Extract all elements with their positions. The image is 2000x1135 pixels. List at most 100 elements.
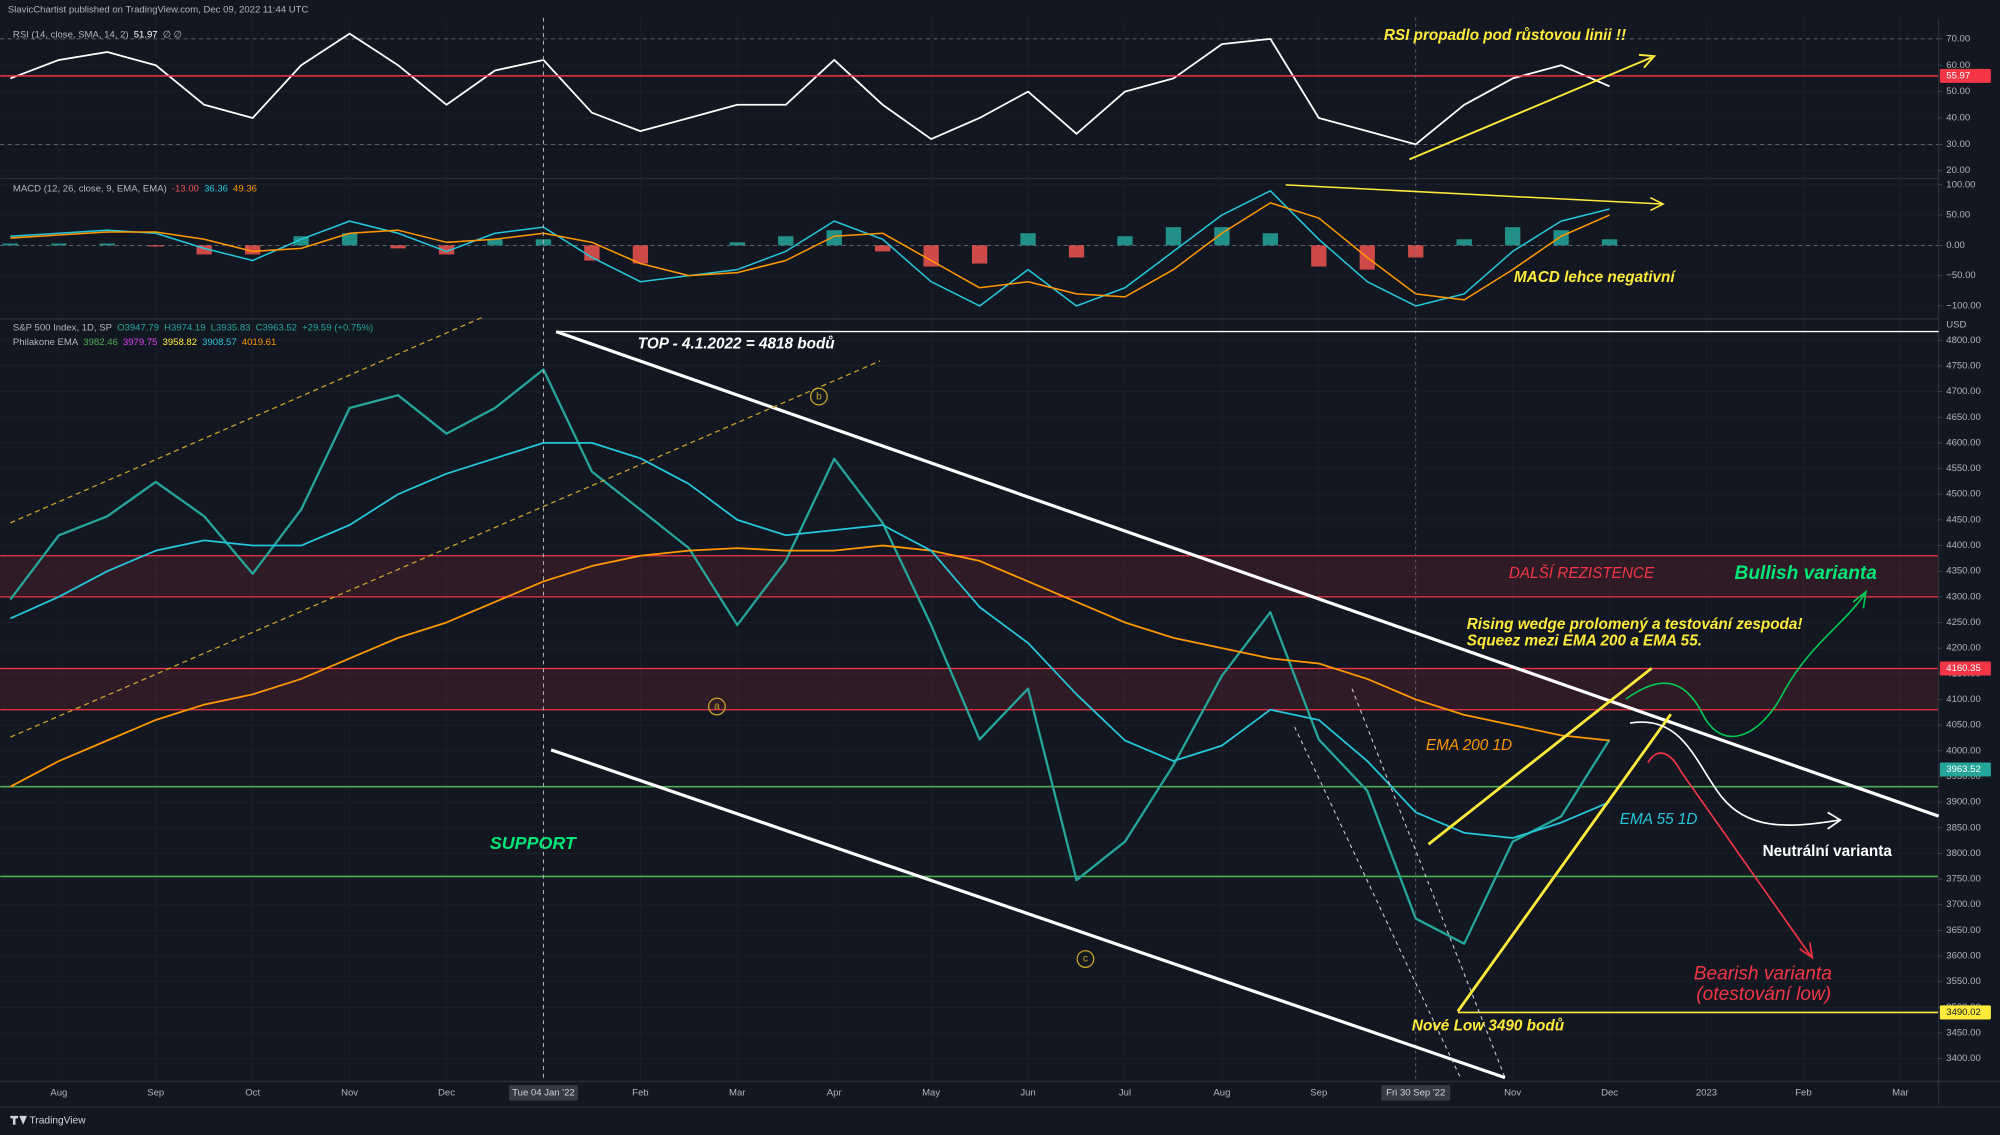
header-item: -13.00 xyxy=(172,183,199,194)
macd-trend-line xyxy=(1285,184,1662,205)
x-tick-label: Tue 04 Jan '22 xyxy=(512,1087,575,1098)
header-item: 4019.61 xyxy=(242,336,277,347)
trend-line xyxy=(1351,688,1506,1078)
header-item: ∅ ∅ xyxy=(163,29,182,40)
y-tick-label: 3900.00 xyxy=(1946,797,1981,808)
y-tick-label: 40.00 xyxy=(1946,113,1970,124)
y-tick-label: 3550.00 xyxy=(1946,976,1981,987)
annotation: Nové Low 3490 bodů xyxy=(1412,1018,1565,1035)
histogram-bar xyxy=(1165,227,1182,246)
histogram-bar xyxy=(390,245,406,249)
price-label-box xyxy=(1939,762,1991,777)
price-label: 55.97 xyxy=(1946,70,1970,81)
x-tick-label: Sep xyxy=(1310,1087,1327,1098)
y-tick-label: 60.00 xyxy=(1946,60,1970,71)
brand-logo xyxy=(10,1115,27,1125)
y-tick-label: 0.00 xyxy=(1946,240,1965,251)
histogram-bar xyxy=(584,245,600,261)
x-tick-label: Nov xyxy=(1504,1087,1521,1098)
y-tick-label: 4750.00 xyxy=(1946,360,1981,371)
histogram-bar xyxy=(778,236,794,246)
x-tick-label: Mar xyxy=(1892,1087,1909,1098)
header-item: 51.97 xyxy=(134,29,158,40)
histogram-bar xyxy=(2,243,19,246)
histogram-bar xyxy=(1020,233,1036,246)
y-tick-label: 4500.00 xyxy=(1946,489,1981,500)
currency-label: USD xyxy=(1946,320,1966,331)
y-tick-label: 50.00 xyxy=(1946,210,1970,221)
arrow-head xyxy=(1650,196,1665,212)
y-tick-label: 4350.00 xyxy=(1946,566,1981,577)
x-tick-label: Jun xyxy=(1020,1087,1035,1098)
y-tick-label: 4050.00 xyxy=(1946,720,1981,731)
histogram-bar xyxy=(1311,245,1327,267)
y-tick-label: −100.00 xyxy=(1946,300,1981,311)
header-item: C3963.52 xyxy=(256,322,297,333)
x-tick-label: Dec xyxy=(1601,1087,1618,1098)
histogram-bar xyxy=(196,245,212,255)
series-line xyxy=(10,442,1610,839)
wedge-line xyxy=(1427,667,1653,846)
y-tick-label: 70.00 xyxy=(1946,33,1970,44)
y-tick-label: 3800.00 xyxy=(1946,848,1981,859)
wave-marker xyxy=(809,387,828,406)
pane-header: S&P 500 Index, 1D, SP O3947.79 H3974.19 L39… xyxy=(13,322,373,333)
x-tick-highlight xyxy=(1381,1085,1451,1101)
header-item: S&P 500 Index, 1D, SP xyxy=(13,322,112,333)
y-tick-label: 3700.00 xyxy=(1946,899,1981,910)
bullish-arrow xyxy=(1625,593,1866,738)
series-line xyxy=(9,544,1610,788)
x-tick-label: Aug xyxy=(50,1087,67,1098)
y-tick-label: 3750.00 xyxy=(1946,874,1981,885)
annotation: Squeez mezi EMA 200 a EMA 55. xyxy=(1467,633,1702,650)
y-tick-label: 4300.00 xyxy=(1946,591,1981,602)
y-tick-label: 3600.00 xyxy=(1946,951,1981,962)
histogram-bar xyxy=(1068,245,1085,258)
zone xyxy=(0,555,1939,597)
channel-line xyxy=(550,748,1506,1080)
data-layer xyxy=(0,32,1939,1014)
annotation: MACD lehce negativní xyxy=(1514,269,1676,286)
annotation: DALŠÍ REZISTENCE xyxy=(1509,565,1655,582)
y-tick-label: 20.00 xyxy=(1946,165,1970,176)
annotation: Bearish varianta xyxy=(1694,963,1832,984)
price-label: 3490.02 xyxy=(1946,1007,1981,1018)
zone xyxy=(0,668,1939,710)
brand: TradingView xyxy=(30,1116,87,1127)
y-tick-label: 3400.00 xyxy=(1946,1053,1981,1064)
histogram-bar xyxy=(1456,239,1472,246)
histogram-bar xyxy=(632,245,649,264)
histogram-bar xyxy=(1505,227,1521,246)
x-tick-label: Dec xyxy=(438,1087,455,1098)
x-tick-label: Feb xyxy=(632,1087,648,1098)
price-label-box xyxy=(1939,68,1991,83)
annotation: SUPPORT xyxy=(490,833,578,853)
histogram-bar xyxy=(1117,236,1133,246)
wave-label: b xyxy=(816,391,822,402)
neutral-arrow xyxy=(1629,721,1840,826)
x-tick-label: May xyxy=(922,1087,940,1098)
header-item: Philakone EMA xyxy=(13,336,79,347)
wave-label: a xyxy=(714,701,720,712)
annotation: Neutrální varianta xyxy=(1763,843,1893,860)
series-line xyxy=(9,368,1611,945)
arrow-head xyxy=(1638,53,1657,69)
y-tick-label: 3650.00 xyxy=(1946,925,1981,936)
trend-line xyxy=(1294,726,1461,1078)
y-tick-label: 100.00 xyxy=(1946,179,1975,190)
histogram-bar xyxy=(1262,233,1279,246)
wave-marker xyxy=(1076,950,1095,968)
header-item: 49.36 xyxy=(233,183,257,194)
histogram-bar xyxy=(923,245,939,267)
y-tick-label: 4200.00 xyxy=(1946,643,1981,654)
drawings xyxy=(10,53,1940,1080)
histogram-bar xyxy=(1408,245,1424,258)
x-tick-label: Fri 30 Sep '22 xyxy=(1386,1087,1445,1098)
x-tick-label: Sep xyxy=(147,1087,164,1098)
arrow-head xyxy=(1799,942,1814,960)
header-item: 3982.46 xyxy=(83,336,118,347)
annotation: EMA 55 1D xyxy=(1620,811,1698,828)
y-tick-label: 4600.00 xyxy=(1946,437,1981,448)
